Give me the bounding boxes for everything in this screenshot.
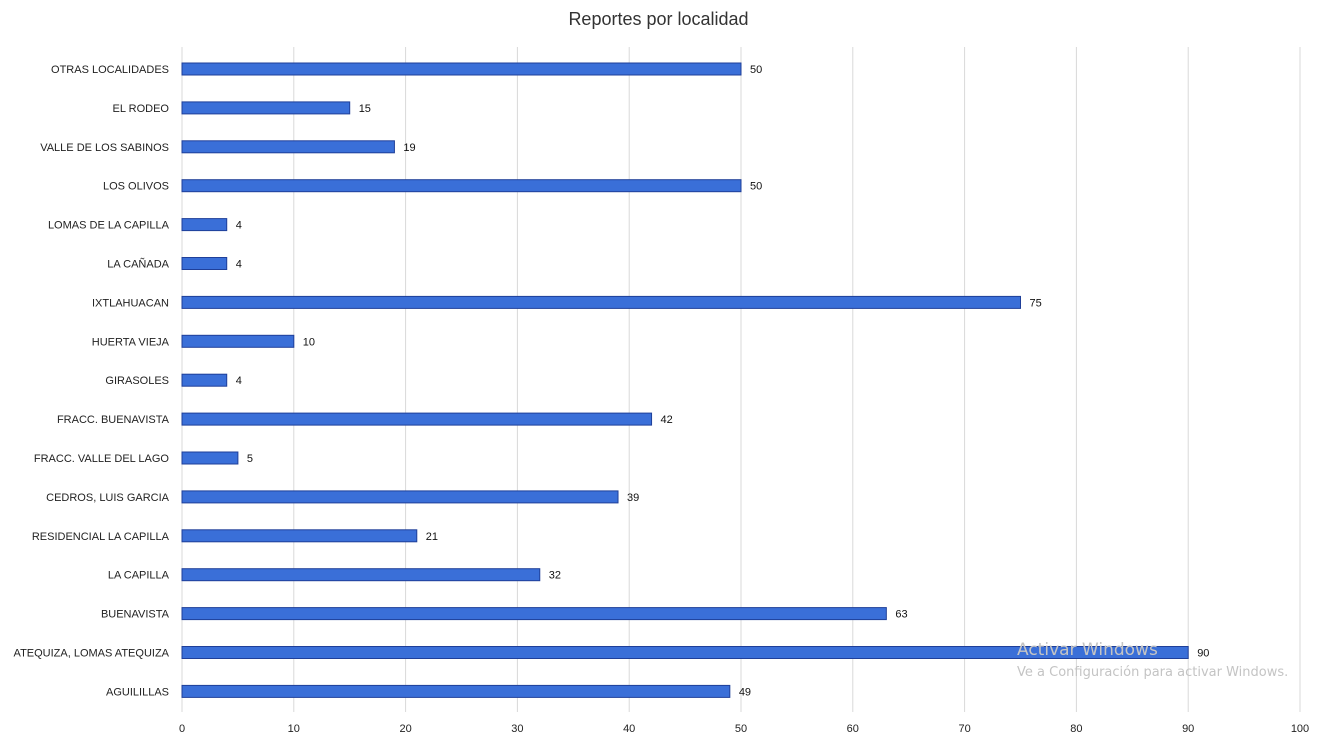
bar	[181, 179, 742, 193]
category-label: EL RODEO	[113, 103, 170, 115]
x-tick-label: 40	[623, 723, 635, 733]
data-label: 15	[359, 103, 371, 115]
category-label: CEDROS, LUIS GARCIA	[46, 492, 170, 504]
category-label: BUENAVISTA	[101, 609, 170, 621]
bar	[181, 373, 228, 387]
watermark-title: Activar Windows	[1017, 640, 1158, 660]
bar	[181, 646, 1189, 659]
category-label: FRACC. BUENAVISTA	[57, 414, 170, 426]
category-label: RESIDENCIAL LA CAPILLA	[32, 531, 170, 543]
bar	[181, 412, 653, 426]
bar	[181, 101, 351, 115]
x-tick-label: 0	[179, 723, 185, 733]
category-label: VALLE DE LOS SABINOS	[40, 142, 169, 154]
bar	[181, 684, 731, 698]
data-label: 50	[750, 64, 762, 76]
data-label: 63	[895, 609, 907, 621]
x-tick-label: 70	[958, 723, 970, 733]
chart-title: Reportes por localidad	[568, 9, 749, 29]
data-label: 5	[247, 453, 253, 465]
category-label: GIRASOLES	[105, 375, 169, 387]
data-label: 39	[627, 492, 639, 504]
x-tick-label: 60	[847, 723, 859, 733]
category-label: HUERTA VIEJA	[92, 336, 170, 348]
data-label: 49	[739, 686, 751, 698]
x-tick-label: 10	[288, 723, 300, 733]
bar	[181, 334, 295, 348]
category-label: LOS OLIVOS	[103, 181, 169, 193]
bars	[181, 62, 1189, 698]
bar	[181, 218, 228, 232]
x-tick-label: 30	[511, 723, 523, 733]
data-label: 90	[1197, 648, 1209, 660]
data-labels: 50 15 19 50 4 4 75 10 4 42 5 39 21 32 63 90 49	[236, 64, 1210, 698]
data-label: 4	[236, 220, 242, 232]
data-label: 42	[661, 414, 673, 426]
category-label: LA CAÑADA	[107, 258, 169, 271]
bar	[181, 295, 1021, 309]
category-label: ATEQUIZA, LOMAS ATEQUIZA	[14, 648, 170, 660]
x-tick-label: 80	[1070, 723, 1082, 733]
x-tick-label: 20	[399, 723, 411, 733]
data-label: 32	[549, 570, 561, 582]
category-label: LOMAS DE LA CAPILLA	[48, 220, 170, 232]
bar	[181, 140, 395, 154]
data-label: 50	[750, 181, 762, 193]
category-labels: OTRAS LOCALIDADES EL RODEO VALLE DE LOS SA…	[14, 64, 170, 698]
category-label: FRACC. VALLE DEL LAGO	[34, 453, 170, 465]
category-label: AGUILILLAS	[106, 686, 169, 698]
watermark-subtitle: Ve a Configuración para activar Windows.	[1017, 665, 1289, 680]
category-label: IXTLAHUACAN	[92, 297, 169, 309]
data-label: 75	[1030, 297, 1042, 309]
bar	[181, 62, 742, 76]
bar	[181, 490, 619, 504]
x-tick-label: 100	[1291, 723, 1309, 733]
data-label: 4	[236, 375, 242, 387]
bar	[181, 257, 228, 270]
category-label: OTRAS LOCALIDADES	[51, 64, 169, 76]
activate-windows-watermark: Activar Windows Ve a Configuración para …	[1017, 640, 1288, 682]
x-tick-label: 90	[1182, 723, 1194, 733]
data-label: 19	[403, 142, 415, 154]
x-axis-tick-labels: 0 10 20 30 40 50 60 70 80 90 100	[179, 723, 1309, 733]
x-tick-label: 50	[735, 723, 747, 733]
data-label: 21	[426, 531, 438, 543]
bar	[181, 451, 239, 465]
bar	[181, 568, 541, 582]
bar	[181, 529, 418, 543]
bar	[181, 607, 887, 621]
category-label: LA CAPILLA	[108, 570, 170, 582]
data-label: 10	[303, 336, 315, 348]
data-label: 4	[236, 259, 242, 271]
